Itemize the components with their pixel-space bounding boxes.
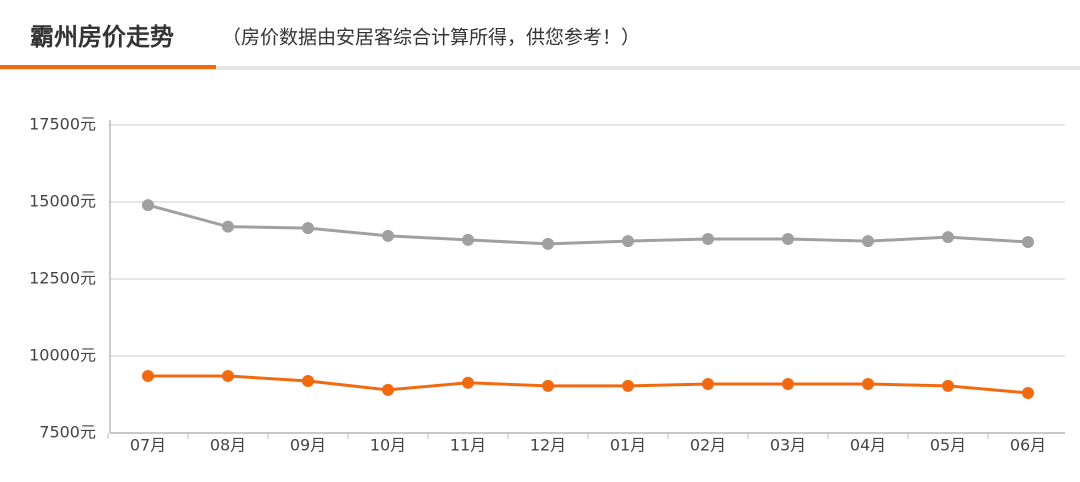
data-point [942,231,954,244]
data-point [1022,386,1034,399]
data-point [1022,236,1034,249]
data-point [222,370,234,383]
series-line [147,203,1029,246]
title-underline [0,65,216,69]
data-point [782,232,794,245]
data-point [302,374,314,387]
x-tick-label: 02月 [690,436,726,455]
y-tick-label: 7500元 [39,423,96,442]
x-tick-label: 03月 [770,436,806,455]
y-tick-label: 15000元 [29,192,96,211]
data-point [702,232,714,245]
data-point [622,379,634,392]
data-point [862,378,874,391]
data-point [542,379,554,392]
y-tick-label: 10000元 [29,346,96,365]
data-point [702,378,714,391]
x-tick-label: 07月 [130,436,166,455]
data-point [382,383,394,396]
x-tick-label: 01月 [610,436,646,455]
x-tick-label: 05月 [930,436,966,455]
data-point [542,237,554,250]
x-tick-label: 08月 [210,436,246,455]
data-point [862,235,874,248]
x-tick-label: 06月 [1010,436,1046,455]
data-point [302,222,314,235]
header-title: 霸州房价走势 [30,23,174,51]
y-tick-label: 12500元 [29,269,96,288]
header-divider [0,66,1080,70]
x-tick-label: 10月 [370,436,406,455]
data-point [142,199,154,212]
header-subtitle: （房价数据由安居客综合计算所得，供您参考！） [222,27,640,49]
x-tick-label: 04月 [850,436,886,455]
x-tick-label: 09月 [290,436,326,455]
x-tick-label: 11月 [450,436,486,455]
series-line [148,374,1029,395]
data-point [462,376,474,389]
data-point [142,370,154,383]
data-point [942,379,954,392]
data-point [622,235,634,248]
data-point [382,229,394,242]
data-point [782,378,794,391]
data-point [462,233,474,246]
data-point [222,220,234,233]
y-tick-label: 17500元 [29,115,96,134]
x-tick-label: 12月 [530,436,566,455]
